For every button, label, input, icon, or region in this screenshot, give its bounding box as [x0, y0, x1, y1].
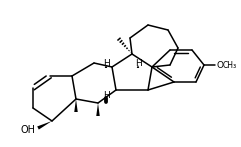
Text: H: H: [103, 59, 109, 67]
Text: O: O: [217, 61, 224, 70]
Polygon shape: [37, 121, 52, 130]
Polygon shape: [74, 99, 78, 112]
Text: H: H: [135, 59, 141, 67]
Text: OH: OH: [20, 125, 35, 135]
Polygon shape: [96, 103, 100, 116]
Text: CH₃: CH₃: [223, 61, 237, 70]
Polygon shape: [137, 65, 139, 68]
Polygon shape: [105, 65, 107, 68]
Text: H: H: [103, 91, 109, 101]
